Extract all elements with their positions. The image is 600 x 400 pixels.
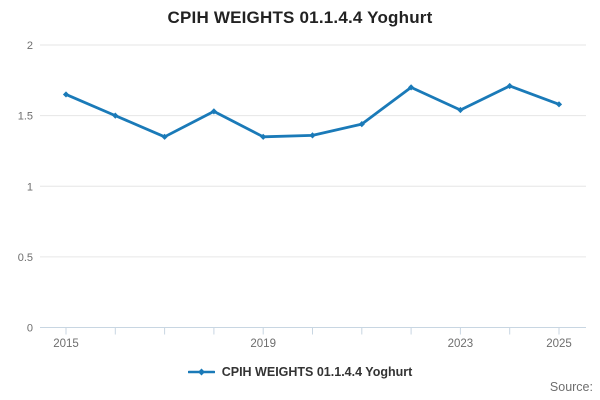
data-point-marker[interactable]: [161, 133, 168, 140]
y-tick-label: 0.5: [18, 252, 33, 264]
y-tick-label: 1: [27, 181, 33, 193]
x-tick-label: 2015: [53, 338, 79, 350]
data-point-marker[interactable]: [457, 106, 464, 114]
data-point-marker[interactable]: [210, 108, 217, 115]
legend-item[interactable]: CPIH WEIGHTS 01.1.4.4 Yoghurt: [0, 365, 600, 379]
data-point-marker[interactable]: [408, 84, 415, 91]
y-tick-label: 2: [27, 40, 33, 52]
data-point-marker[interactable]: [555, 101, 563, 108]
x-tick-label: 2023: [448, 338, 474, 350]
legend-line-marker-icon: [187, 368, 215, 376]
source-label: Source:: [549, 380, 593, 394]
line-chart-plot-area: 0 0.5 1 1.5 2 2015 2019 2023 2025: [18, 40, 586, 350]
legend-label: CPIH WEIGHTS 01.1.4.4 Yoghurt: [221, 365, 413, 379]
data-series-line: [64, 84, 561, 139]
x-tick-label: 2025: [546, 338, 572, 350]
data-point-marker[interactable]: [62, 91, 70, 98]
x-tick-label: 2019: [250, 338, 276, 350]
data-point-marker[interactable]: [358, 121, 365, 128]
data-point-marker[interactable]: [506, 82, 513, 90]
chart-title: CPIH WEIGHTS 01.1.4.4 Yoghurt: [167, 8, 433, 27]
y-tick-label: 0: [27, 323, 33, 335]
data-point-marker[interactable]: [112, 112, 119, 119]
data-point-marker[interactable]: [260, 133, 267, 140]
data-point-marker[interactable]: [309, 132, 316, 139]
y-tick-label: 1.5: [18, 111, 33, 123]
